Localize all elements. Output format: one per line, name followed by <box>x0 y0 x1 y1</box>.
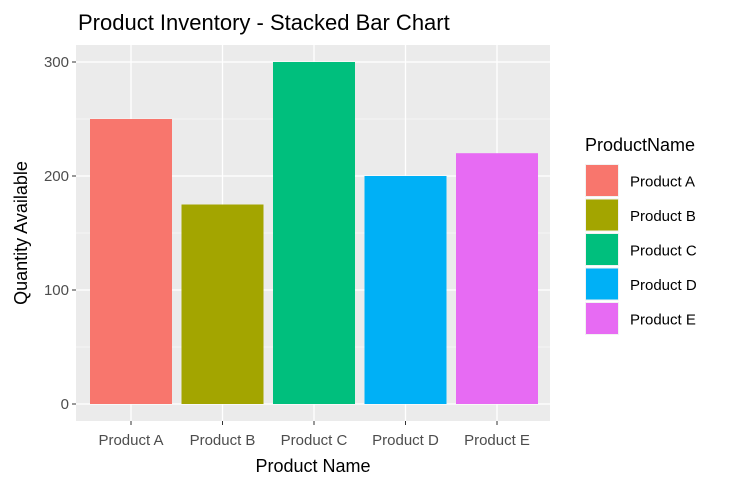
legend-title: ProductName <box>585 135 695 155</box>
legend-items: Product A Product B Product C Product D Prod… <box>585 164 697 335</box>
bar-product-a <box>90 119 172 404</box>
y-tick-label: 0 <box>61 396 69 413</box>
legend-label: Product D <box>630 277 697 294</box>
x-tick-label: Product E <box>464 432 530 449</box>
x-tick-label: Product A <box>98 432 163 449</box>
y-tick-label: 300 <box>44 54 69 71</box>
bar-product-c <box>273 62 355 404</box>
legend-swatch <box>586 303 618 334</box>
legend-swatch <box>586 234 618 265</box>
legend-label: Product A <box>630 174 695 191</box>
legend-label: Product C <box>630 243 697 260</box>
x-tick-label: Product D <box>372 432 439 449</box>
x-axis-title: Product Name <box>255 456 370 476</box>
bar-product-e <box>456 153 538 404</box>
legend-swatch <box>586 268 618 300</box>
y-tick-label: 100 <box>44 282 69 299</box>
y-axis-title: Quantity Available <box>11 161 31 305</box>
legend-swatch <box>586 199 618 231</box>
bar-product-b <box>181 204 264 404</box>
bar-product-d <box>364 176 447 404</box>
x-tick-label: Product B <box>190 432 256 449</box>
legend-label: Product E <box>630 312 696 329</box>
y-tick-label: 200 <box>44 168 69 185</box>
legend-label: Product B <box>630 208 696 225</box>
x-tick-label: Product C <box>281 432 348 449</box>
chart-title: Product Inventory - Stacked Bar Chart <box>78 10 450 35</box>
x-axis: Product A Product B Product C Product D Prod… <box>98 421 530 449</box>
bars-group <box>90 62 538 404</box>
legend-swatch <box>586 165 618 196</box>
y-axis: 0 100 200 300 <box>44 54 76 413</box>
